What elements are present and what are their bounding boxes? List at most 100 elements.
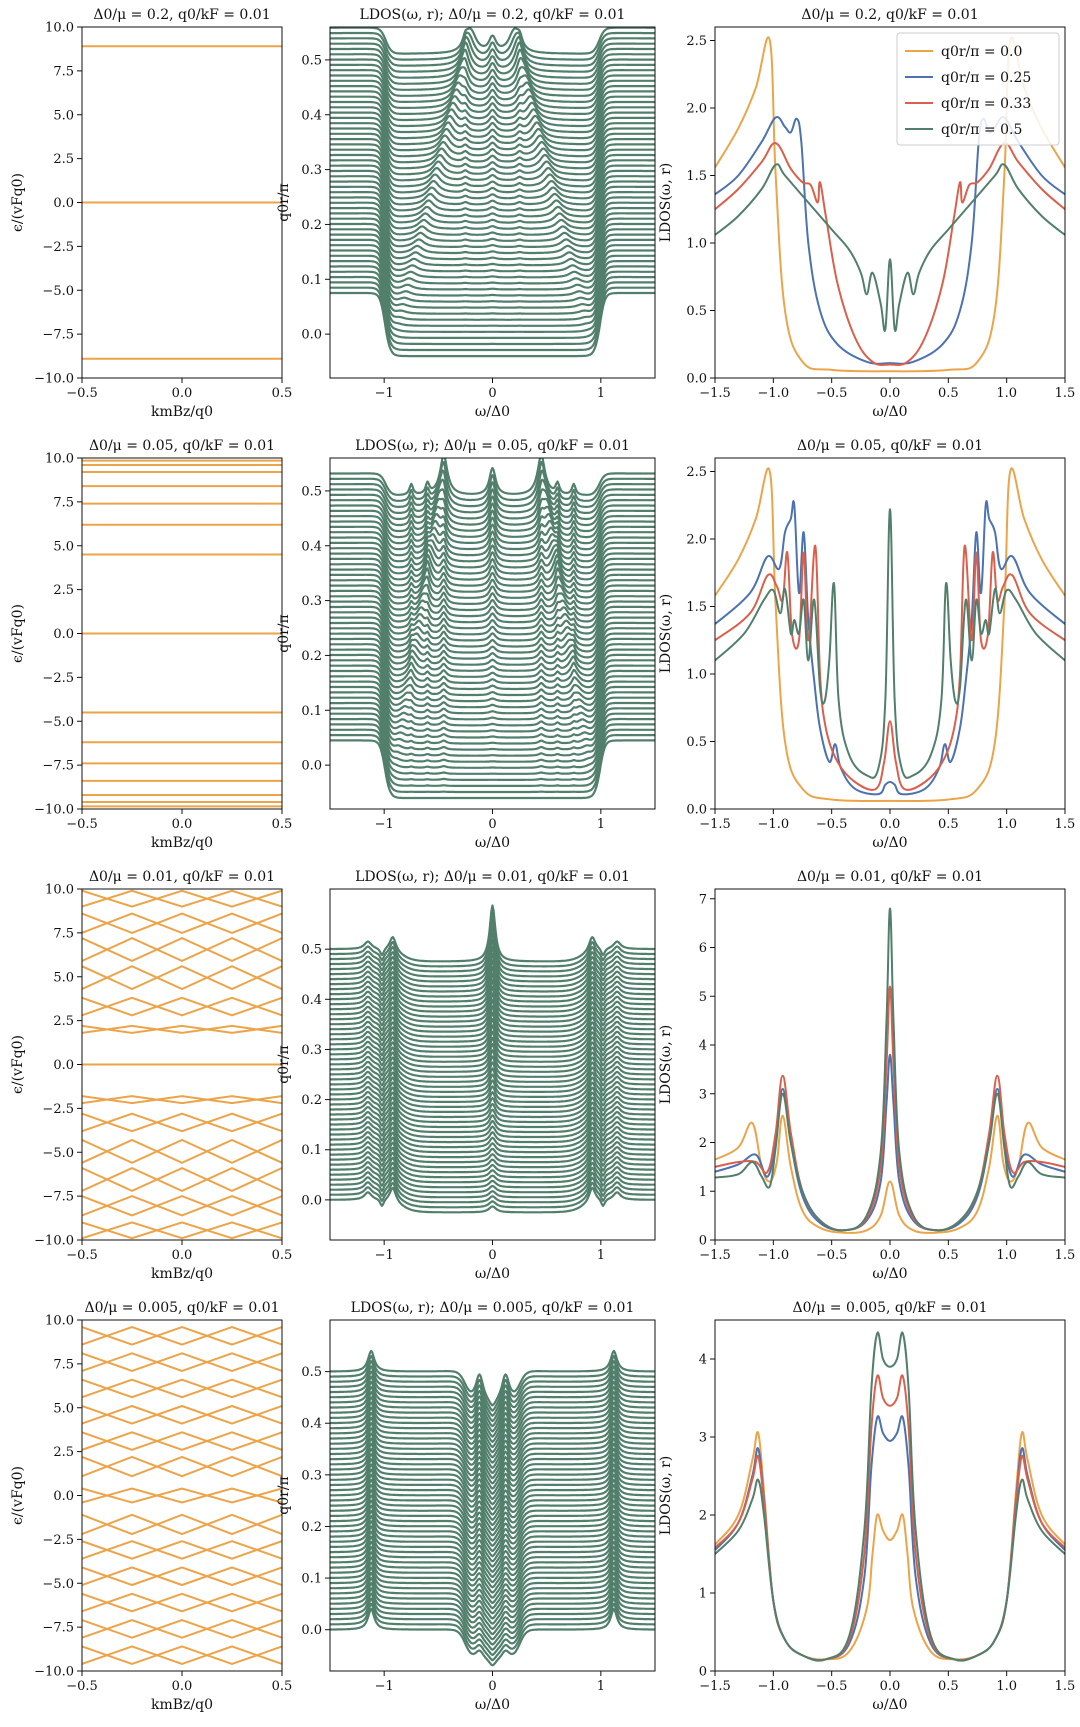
y-tick-label: 3 [699,1431,707,1446]
x-tick-label: −0.5 [66,1679,98,1694]
band-line [82,1138,282,1164]
x-tick-label: 0.0 [172,1248,193,1263]
band-line [82,1404,282,1425]
ldos-trace [330,952,655,998]
ldos-trace [330,979,655,1018]
x-axis-label: ω/Δ0 [872,1266,907,1282]
ldos-trace [330,164,655,212]
series-line-3 [715,163,1065,333]
ldos-trace [330,1096,655,1124]
x-tick-label: 0.0 [880,1248,901,1263]
y-tick-label: 0.3 [301,1043,322,1058]
x-tick-label: −1.0 [758,1248,790,1263]
ldos-trace [330,497,655,527]
ldos-trace [330,1556,655,1615]
y-tick-label: 0.3 [301,163,322,178]
x-tick-label: −1 [375,817,394,832]
x-tick-label: 1.0 [996,1679,1017,1694]
band-line [82,1540,282,1560]
ldos-trace [330,1406,655,1464]
ldos-trace [330,1391,655,1449]
panel-title: Δ0/μ = 0.2, q0/kF = 0.01 [801,7,978,23]
x-tick-label: −1.0 [758,817,790,832]
ldos-trace [330,90,655,128]
ldos-trace [330,653,655,703]
y-tick-label: 1.5 [686,600,707,615]
y-tick-label: 5 [699,990,707,1005]
ldos-trace [330,1121,655,1149]
x-tick-label: 0.5 [272,386,293,401]
y-tick-label: −10.0 [34,1665,74,1680]
x-tick-label: −0.5 [66,817,98,832]
plot-area [82,459,282,808]
band-line [82,937,282,963]
ldos-trace [330,945,655,993]
ldos-trace [330,41,655,73]
band-line [82,1024,282,1034]
band-line [82,1166,282,1192]
y-tick-label: −5.0 [42,715,74,730]
ldos-trace [330,659,655,709]
band-line [82,1455,282,1478]
ldos-trace [330,1111,655,1139]
y-axis-label: ϵ/(vFq0) [10,173,26,232]
band-line [82,1112,282,1133]
ldos-trace [330,1499,655,1558]
ldos-trace [330,1483,655,1542]
y-tick-label: 0.5 [301,484,322,499]
ldos-trace [330,1602,655,1662]
ldos-trace [330,1146,655,1174]
y-tick-label: 2.5 [686,465,707,480]
ldos-trace [330,536,655,569]
ldos-trace [330,547,655,581]
y-tick-label: 1.5 [686,169,707,184]
ldos-trace [330,1131,655,1159]
x-tick-label: 0 [488,1679,496,1694]
x-tick-label: 0 [488,1248,496,1263]
band-line [82,1404,282,1425]
ldos-trace [330,525,655,557]
band-line [82,1592,282,1613]
panel-r4-c2: LDOS(ω, r); Δ0/μ = 0.005, q0/kF = 0.01 −1… [276,1300,656,1713]
ldos-trace [330,1151,655,1179]
ldos-trace [330,643,655,691]
ldos-trace [330,1576,655,1636]
x-tick-label: 0.5 [272,817,293,832]
y-tick-label: −5.0 [42,1577,74,1592]
series-line-0 [715,1114,1065,1234]
y-tick-label: 0.5 [301,943,322,958]
y-axis-label: q0r/π [276,183,292,221]
band-line [82,996,282,1017]
panel-title: LDOS(ω, r); Δ0/μ = 0.01, q0/kF = 0.01 [355,869,630,885]
ldos-trace [330,1081,655,1109]
ldos-trace [330,1086,655,1114]
x-tick-label: −0.5 [816,1679,848,1694]
y-axis-label: LDOS(ω, r) [658,594,674,674]
ldos-trace [330,1036,655,1063]
series-line-1 [715,500,1065,796]
ldos-trace [330,58,655,91]
y-tick-label: 0.0 [53,1058,74,1073]
x-tick-label: −0.5 [816,1248,848,1263]
ldos-trace [330,1156,655,1184]
y-tick-label: 7.5 [53,1357,74,1372]
x-tick-label: 0.5 [938,1248,959,1263]
y-tick-label: 2 [699,1509,707,1524]
y-tick-label: 4 [699,1353,707,1368]
x-tick-label: 0.0 [172,817,193,832]
ldos-trace [330,965,655,1008]
ldos-trace [330,127,655,170]
y-tick-label: 0.1 [301,1572,322,1587]
ldos-trace [330,1530,655,1589]
ldos-trace [330,1176,655,1204]
ldos-trace [330,632,655,678]
x-axis-label: kmBz/q0 [151,1697,213,1713]
ldos-trace [330,153,655,200]
plot-area [330,27,655,358]
plot-area [330,458,655,800]
x-axis-label: ω/Δ0 [872,404,907,420]
ldos-trace [330,514,655,545]
ldos-trace [330,1011,655,1043]
x-tick-label: −0.5 [66,1248,98,1263]
band-line [82,1619,282,1639]
